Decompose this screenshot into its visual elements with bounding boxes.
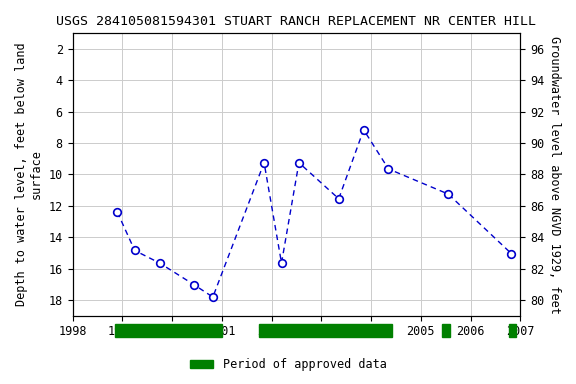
Y-axis label: Depth to water level, feet below land
surface: Depth to water level, feet below land su… — [15, 43, 43, 306]
Legend: Period of approved data: Period of approved data — [185, 354, 391, 376]
Bar — [259, 324, 392, 337]
Title: USGS 284105081594301 STUART RANCH REPLACEMENT NR CENTER HILL: USGS 284105081594301 STUART RANCH REPLAC… — [56, 15, 536, 28]
Y-axis label: Groundwater level above NGVD 1929, feet: Groundwater level above NGVD 1929, feet — [548, 35, 561, 313]
Bar — [115, 324, 222, 337]
Bar — [442, 324, 450, 337]
Bar — [509, 324, 516, 337]
